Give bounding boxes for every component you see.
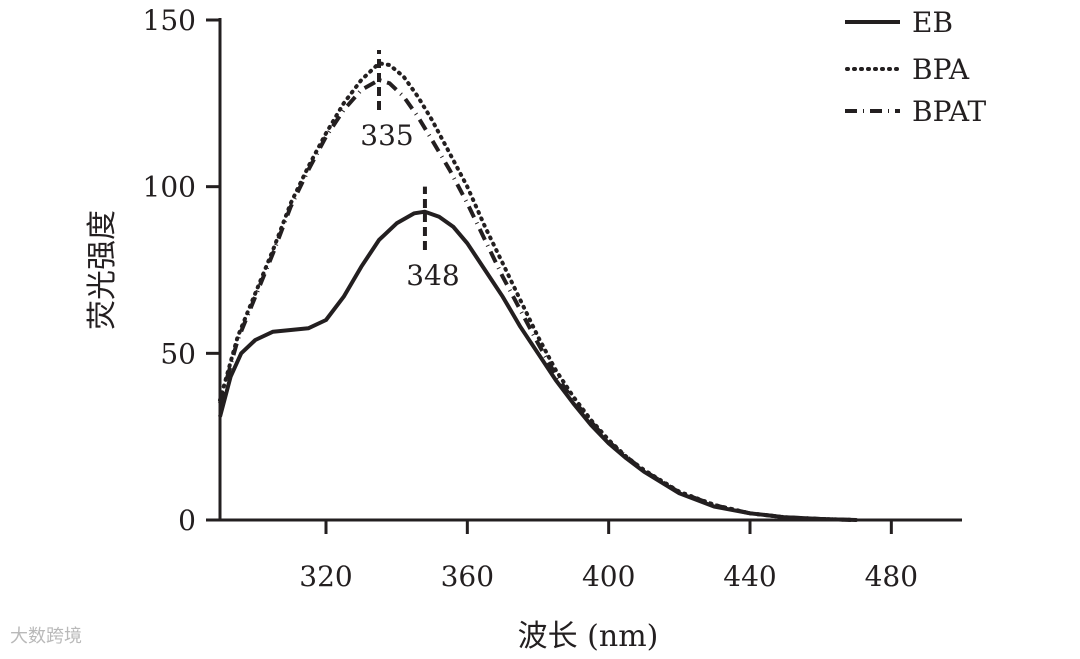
watermark-logo: 大数跨境	[10, 626, 82, 647]
legend-label-eb: EB	[912, 6, 953, 39]
x-tick-label: 320	[299, 560, 352, 593]
x-tick-label: 480	[865, 560, 918, 593]
y-tick-label: 150	[143, 4, 196, 37]
y-ticks: 0 50 100 150	[143, 4, 220, 537]
peak-annotations: 335 348	[360, 50, 460, 292]
series-line-eb	[218, 209, 857, 522]
legend-label-bpa: BPA	[912, 53, 970, 86]
legend-item-bpa: BPA	[845, 53, 970, 86]
y-tick-label: 0	[178, 504, 196, 537]
legend-item-eb: EB	[845, 6, 953, 39]
x-tick-label: 400	[582, 560, 635, 593]
peak-label-348: 348	[406, 259, 459, 292]
y-axis-title: 荧光强度	[85, 210, 120, 330]
legend: EB BPA BPAT	[845, 6, 987, 128]
x-tick-label: 360	[441, 560, 494, 593]
legend-item-bpat: BPAT	[845, 95, 987, 128]
x-tick-label: 440	[723, 560, 776, 593]
x-ticks: 320 360 400 440 480	[299, 520, 918, 593]
y-tick-label: 100	[143, 171, 196, 204]
peak-label-335: 335	[360, 119, 413, 152]
series-line-bpat	[218, 78, 857, 522]
series-line-bpa	[218, 61, 858, 522]
x-axis-title: 波长 (nm)	[518, 619, 659, 654]
y-tick-label: 50	[160, 337, 196, 370]
series-lines	[218, 61, 858, 522]
legend-label-bpat: BPAT	[912, 95, 987, 128]
